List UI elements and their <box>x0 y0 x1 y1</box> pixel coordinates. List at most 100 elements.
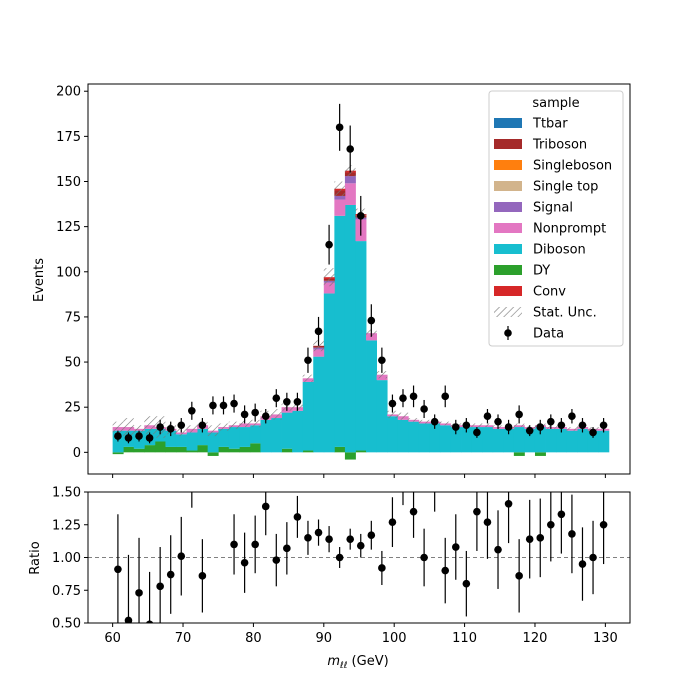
bar-diboson-36 <box>492 428 504 453</box>
ratio-point-22 <box>346 535 355 543</box>
stat-unc-35 <box>482 423 493 428</box>
data-point-35 <box>483 412 492 421</box>
bar-dy-40 <box>534 452 546 456</box>
legend-label-singleboson: Singleboson <box>533 159 612 174</box>
ratio-point-25 <box>378 564 386 572</box>
stat-unc-13 <box>249 419 261 428</box>
bar-diboson-5 <box>165 430 177 447</box>
ratio-y-tick-label-1: 0.75 <box>52 584 81 599</box>
stat-unc-9 <box>207 425 219 437</box>
bar-diboson-40 <box>534 427 546 453</box>
bar-diboson-6 <box>175 434 187 447</box>
bar-diboson-37 <box>503 428 515 453</box>
ratio-point-34 <box>473 507 481 516</box>
bar-diboson-30 <box>429 423 441 453</box>
bar-dy-21 <box>334 446 346 453</box>
bar-diboson-33 <box>461 427 473 453</box>
stat-unc-0 <box>112 421 124 433</box>
bar-diboson-46 <box>598 430 610 453</box>
x-tick-label-70: 70 <box>175 631 192 646</box>
bar-diboson-42 <box>556 428 568 453</box>
data-point-2 <box>135 432 143 440</box>
bar-diboson-22 <box>344 204 356 453</box>
ratio-point-30 <box>431 475 439 483</box>
ratio-x-axis: 60 70 80 90 100 110 120 130 <box>104 623 618 646</box>
stat-unc-18 <box>302 374 314 382</box>
legend-swatch-dy <box>494 265 522 275</box>
bar-dy-10 <box>218 446 230 453</box>
stat-unc-27 <box>397 412 409 420</box>
stat-unc-28 <box>408 418 419 422</box>
bar-diboson-13 <box>249 425 261 444</box>
bar-dy-11 <box>228 448 240 453</box>
bar-signal-21 <box>334 195 346 200</box>
data-point-14 <box>261 412 270 421</box>
data-point-4 <box>156 423 164 431</box>
bar-diboson-45 <box>587 430 599 453</box>
ratio-point-45 <box>589 553 597 562</box>
data-point-20 <box>325 240 333 249</box>
stat-unc-11 <box>228 421 240 429</box>
bar-dy-23 <box>355 450 367 453</box>
bar-diboson-39 <box>524 428 536 453</box>
main-y-tick-label-150: 150 <box>56 175 81 190</box>
stat-unc-34 <box>471 423 483 428</box>
legend-frame <box>488 90 624 347</box>
legend-swatch-nonprompt <box>494 223 522 233</box>
x-tick-label-90: 90 <box>316 631 333 646</box>
data-point-41 <box>547 417 555 426</box>
ratio-points <box>114 475 608 623</box>
data-point-6 <box>177 421 186 430</box>
bar-dy-8 <box>197 445 209 453</box>
main-y-tick-label-100: 100 <box>56 265 81 280</box>
bar-dy-12 <box>239 446 251 453</box>
bar-diboson-29 <box>418 423 430 453</box>
data-point-9 <box>209 401 217 410</box>
ratio-point-40 <box>536 534 545 542</box>
data-point-33 <box>462 421 471 430</box>
ratio-point-6 <box>177 552 186 560</box>
legend-swatch-diboson <box>494 244 522 254</box>
bar-diboson-23 <box>355 241 367 451</box>
bar-diboson-41 <box>545 428 557 453</box>
ratio-point-16 <box>283 544 291 553</box>
bar-diboson-32 <box>450 427 462 453</box>
main-plot-frame <box>87 83 631 475</box>
main-y-tick-label-175: 175 <box>56 130 81 145</box>
bar-diboson-10 <box>218 428 230 447</box>
main-y-tick-label-0: 0 <box>73 446 81 461</box>
data-point-3 <box>145 434 154 442</box>
ratio-point-39 <box>525 535 534 543</box>
bar-signal-22 <box>344 176 356 184</box>
stat-unc-29 <box>418 419 430 424</box>
ratio-point-0 <box>114 565 122 574</box>
bar-dy-6 <box>175 446 187 453</box>
legend-label-triboson: Triboson <box>532 138 587 153</box>
ratio-panel: 0.50 0.75 1.00 1.25 1.50 60 70 80 90 100 110 120 13… <box>28 475 631 671</box>
bar-diboson-27 <box>397 419 409 453</box>
ratio-point-43 <box>568 530 576 538</box>
ratio-point-12 <box>240 558 249 567</box>
ratio-point-35 <box>483 518 492 526</box>
ratio-point-11 <box>230 540 238 549</box>
x-tick-label-100: 100 <box>382 631 407 646</box>
bar-diboson-44 <box>577 428 589 453</box>
ratio-point-27 <box>399 475 407 483</box>
stat-unc-25 <box>376 371 388 379</box>
bar-dy-7 <box>186 450 198 453</box>
ratio-point-21 <box>335 553 344 562</box>
bar-diboson-11 <box>228 427 240 449</box>
ratio-y-tick-label-2: 1.00 <box>52 551 81 566</box>
stat-unc-2 <box>133 425 145 433</box>
bar-diboson-31 <box>439 425 451 453</box>
ratio-point-38 <box>515 572 523 580</box>
data-point-29 <box>420 405 428 413</box>
data-point-44 <box>578 421 587 430</box>
bar-diboson-26 <box>387 416 399 453</box>
ratio-point-4 <box>156 582 164 591</box>
stat-unc-15 <box>271 409 282 420</box>
ratio-y-tick-label-0: 0.50 <box>52 617 81 632</box>
data-point-42 <box>557 421 566 430</box>
data-point-28 <box>409 392 418 401</box>
bar-diboson-21 <box>334 215 346 447</box>
